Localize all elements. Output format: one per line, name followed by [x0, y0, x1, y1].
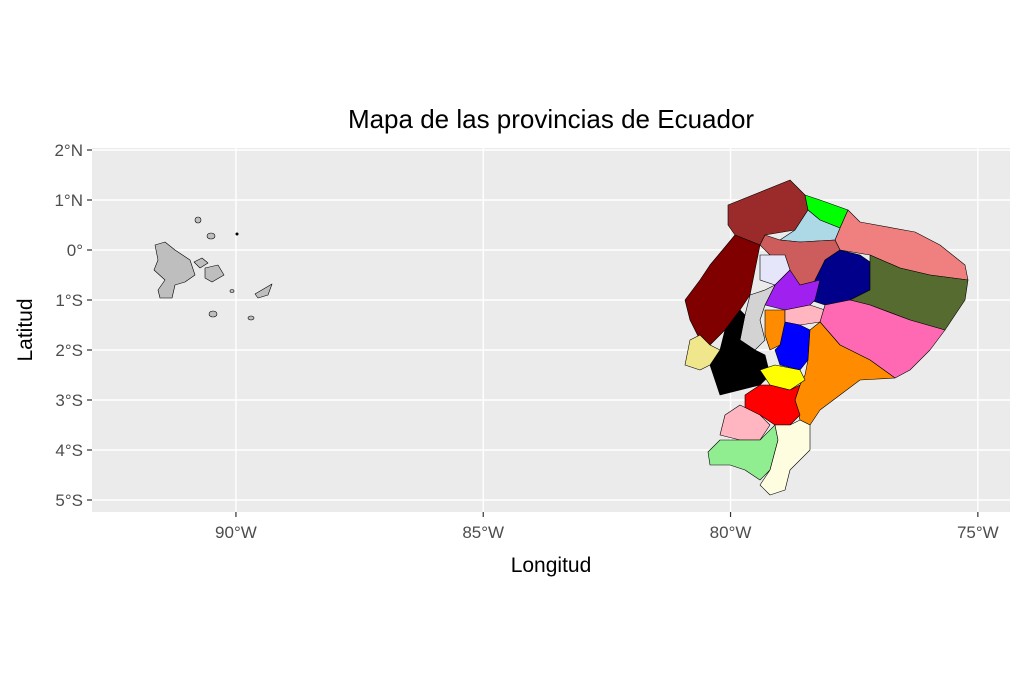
y-tick-label: 1°N — [54, 191, 83, 210]
x-axis-label: Longitud — [511, 554, 592, 577]
mainland — [684, 179, 969, 496]
y-tick-label: 1°S — [55, 291, 83, 310]
y-tick-label: 5°S — [55, 491, 83, 510]
chart-title: Mapa de las provincias de Ecuador — [348, 104, 754, 134]
x-tick-label: 80°W — [710, 523, 752, 542]
y-axis-label: Latitud — [14, 298, 37, 361]
x-tick-label: 85°W — [462, 523, 504, 542]
axes: 90°W 85°W 80°W 75°W 2°N 1°N 0° 1°S 2°S 3°S 4°S 5°S — [54, 141, 998, 542]
x-tick-label: 75°W — [957, 523, 999, 542]
y-tick-label: 3°S — [55, 391, 83, 410]
galapagos — [153, 216, 273, 321]
y-tick-label: 2°S — [55, 341, 83, 360]
y-tick-label: 0° — [67, 241, 83, 260]
y-tick-label: 2°N — [54, 141, 83, 160]
x-tick-label: 90°W — [215, 523, 257, 542]
y-tick-label: 4°S — [55, 441, 83, 460]
